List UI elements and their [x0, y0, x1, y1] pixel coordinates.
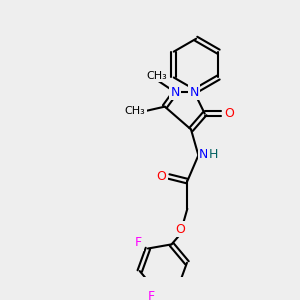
- Text: O: O: [157, 170, 166, 183]
- Text: NH: NH: [202, 149, 221, 162]
- Text: N: N: [170, 86, 180, 99]
- Text: H: H: [208, 148, 218, 161]
- Text: F: F: [148, 290, 155, 300]
- Text: N: N: [199, 148, 208, 161]
- Text: N: N: [190, 86, 199, 99]
- Text: O: O: [175, 223, 185, 236]
- Text: F: F: [135, 236, 142, 250]
- Text: O: O: [224, 107, 234, 120]
- Text: CH₃: CH₃: [125, 106, 146, 116]
- Text: CH₃: CH₃: [146, 70, 167, 81]
